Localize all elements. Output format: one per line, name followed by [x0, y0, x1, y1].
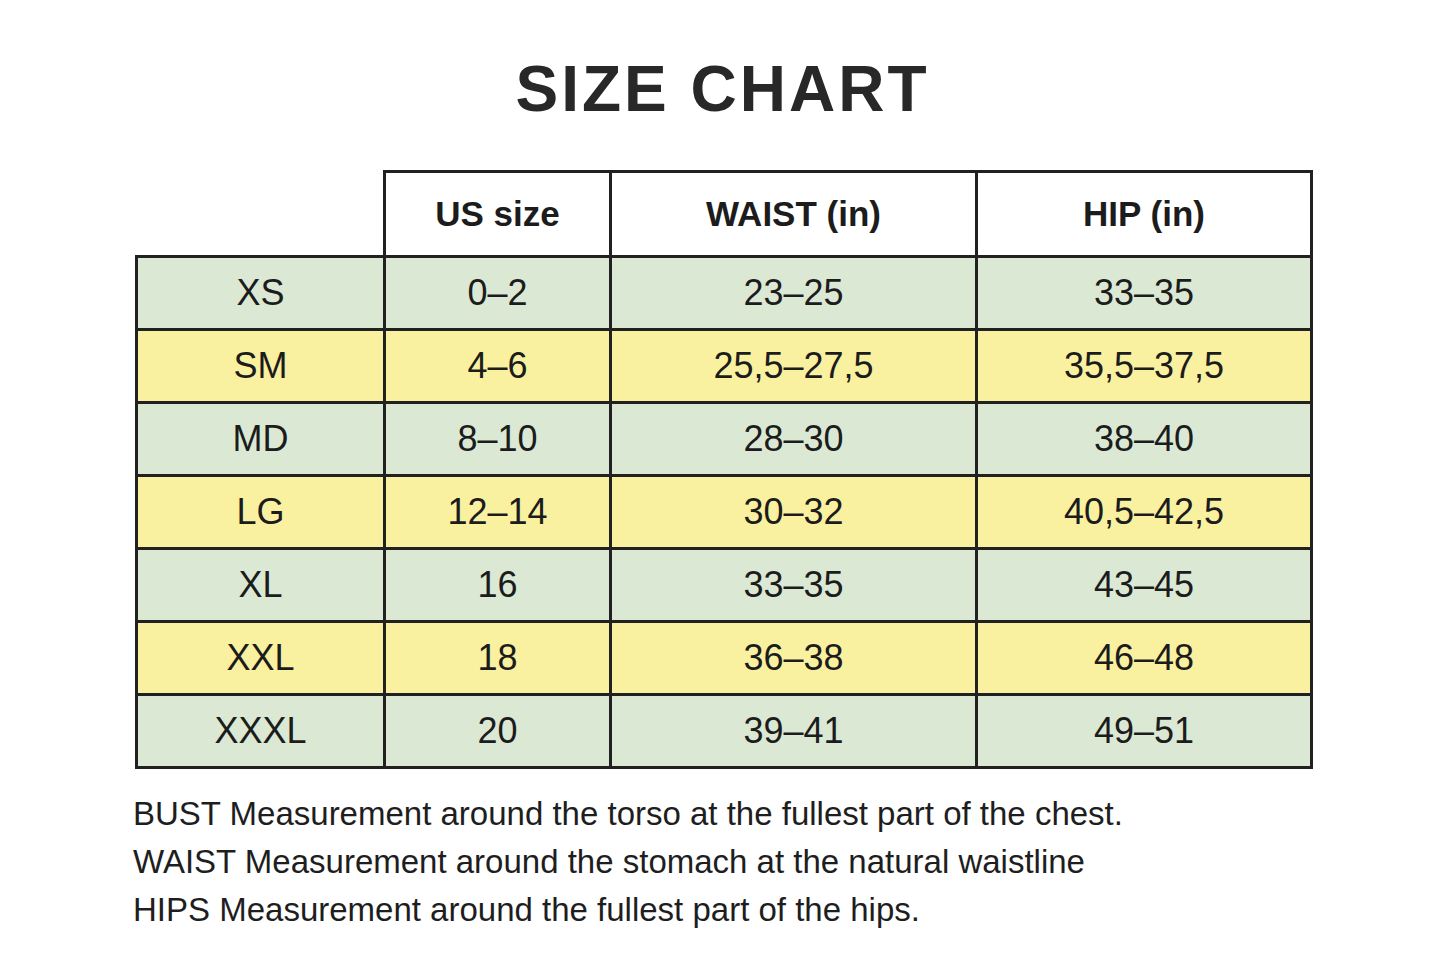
hip-cell: 33–35: [977, 257, 1312, 330]
size-label-cell: LG: [137, 476, 385, 549]
header-waist: WAIST (in): [611, 172, 977, 257]
table-row: XXL 18 36–38 46–48: [137, 622, 1312, 695]
size-label-cell: XS: [137, 257, 385, 330]
header-us-size: US size: [385, 172, 611, 257]
table-row: SM 4–6 25,5–27,5 35,5–37,5: [137, 330, 1312, 403]
us-size-cell: 20: [385, 695, 611, 768]
waist-cell: 23–25: [611, 257, 977, 330]
note-waist: WAIST Measurement around the stomach at …: [133, 838, 1333, 886]
us-size-cell: 8–10: [385, 403, 611, 476]
size-chart-table: US size WAIST (in) HIP (in) XS 0–2 23–25…: [135, 170, 1313, 769]
us-size-cell: 12–14: [385, 476, 611, 549]
size-label-cell: MD: [137, 403, 385, 476]
waist-cell: 25,5–27,5: [611, 330, 977, 403]
hip-cell: 40,5–42,5: [977, 476, 1312, 549]
size-label-cell: XXXL: [137, 695, 385, 768]
size-label-cell: XL: [137, 549, 385, 622]
table-row: LG 12–14 30–32 40,5–42,5: [137, 476, 1312, 549]
note-bust: BUST Measurement around the torso at the…: [133, 790, 1333, 838]
hip-cell: 43–45: [977, 549, 1312, 622]
table-row: XS 0–2 23–25 33–35: [137, 257, 1312, 330]
size-label-cell: SM: [137, 330, 385, 403]
hip-cell: 35,5–37,5: [977, 330, 1312, 403]
waist-cell: 39–41: [611, 695, 977, 768]
us-size-cell: 16: [385, 549, 611, 622]
header-row: US size WAIST (in) HIP (in): [137, 172, 1312, 257]
us-size-cell: 4–6: [385, 330, 611, 403]
hip-cell: 49–51: [977, 695, 1312, 768]
table-row: XXXL 20 39–41 49–51: [137, 695, 1312, 768]
waist-cell: 28–30: [611, 403, 977, 476]
waist-cell: 33–35: [611, 549, 977, 622]
header-hip: HIP (in): [977, 172, 1312, 257]
us-size-cell: 0–2: [385, 257, 611, 330]
measurement-notes: BUST Measurement around the torso at the…: [133, 790, 1333, 934]
table-row: XL 16 33–35 43–45: [137, 549, 1312, 622]
header-blank-cell: [137, 172, 385, 257]
page-title: SIZE CHART: [0, 52, 1445, 126]
size-label-cell: XXL: [137, 622, 385, 695]
hip-cell: 46–48: [977, 622, 1312, 695]
waist-cell: 36–38: [611, 622, 977, 695]
hip-cell: 38–40: [977, 403, 1312, 476]
waist-cell: 30–32: [611, 476, 977, 549]
us-size-cell: 18: [385, 622, 611, 695]
note-hips: HIPS Measurement around the fullest part…: [133, 886, 1333, 934]
table-row: MD 8–10 28–30 38–40: [137, 403, 1312, 476]
